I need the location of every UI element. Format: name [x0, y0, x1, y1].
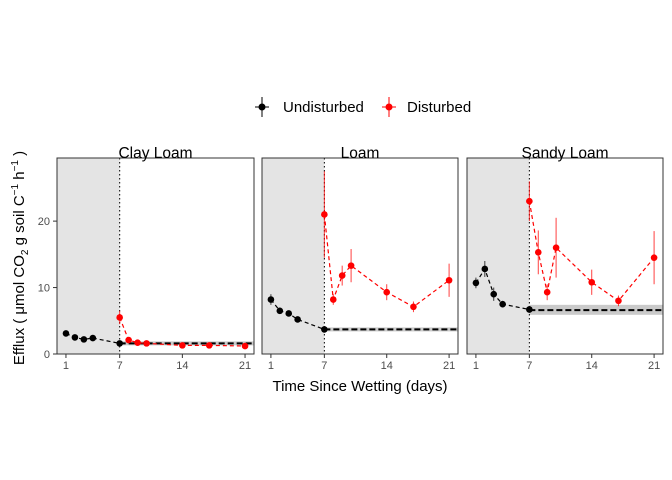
- panel-clay-loam: Clay Loam 1 7 14 21 0 10 20: [38, 145, 255, 372]
- x-tick-label: 1: [473, 360, 479, 372]
- data-point: [543, 288, 551, 296]
- data-point: [347, 262, 355, 269]
- pre-wetting-shade: [57, 158, 120, 354]
- x-tick-label: 21: [443, 360, 455, 372]
- panel-title: Sandy Loam: [521, 145, 608, 162]
- x-tick-label: 7: [321, 360, 327, 372]
- pre-wetting-shade: [467, 158, 530, 354]
- panel-title: Clay Loam: [118, 145, 192, 162]
- data-point: [116, 314, 123, 321]
- x-tick-label: 7: [117, 360, 123, 372]
- data-point: [534, 249, 542, 256]
- panel-border: [56, 157, 255, 355]
- data-point: [134, 339, 141, 347]
- data-point: [116, 340, 123, 347]
- x-tick-label: 21: [239, 360, 251, 372]
- data-point: [526, 197, 533, 205]
- data-point: [445, 276, 453, 284]
- data-point: [276, 307, 284, 315]
- x-tick-label: 14: [586, 360, 598, 372]
- data-point: [499, 300, 506, 308]
- data-point: [241, 342, 249, 350]
- data-point: [490, 290, 498, 298]
- legend-key-point: [258, 103, 266, 111]
- x-axis-label: Time Since Wetting (days): [272, 378, 447, 395]
- series-line-undisturbed: [65, 332, 120, 344]
- x-tick-label: 1: [63, 360, 69, 372]
- y-axis-label-part: 2: [20, 249, 31, 255]
- data-point: [329, 296, 337, 303]
- x-tick-label: 14: [381, 360, 393, 372]
- panel-border: [466, 157, 664, 355]
- legend-key-point: [385, 103, 393, 111]
- chart-legend: Undisturbed Disturbed: [255, 97, 471, 117]
- data-point: [89, 334, 97, 342]
- legend-label: Disturbed: [407, 99, 471, 116]
- x-tick-label: 21: [648, 360, 660, 372]
- legend-label: Undisturbed: [283, 99, 364, 116]
- data-point: [285, 310, 293, 317]
- y-axis-label-part: −1: [10, 160, 21, 172]
- y-tick-label: 10: [38, 283, 50, 295]
- data-point: [338, 272, 346, 279]
- y-axis-label-part: Efflux ( μmol CO: [11, 255, 28, 365]
- data-point: [383, 288, 391, 296]
- data-point: [80, 336, 88, 343]
- data-point: [143, 340, 150, 347]
- y-axis-label: Efflux ( μmol CO2 g soil C−1 h−1 ): [10, 151, 31, 365]
- data-point: [526, 306, 533, 313]
- x-tick-label: 7: [526, 360, 532, 372]
- y-axis-label-part: g soil C: [11, 195, 28, 249]
- data-point: [294, 316, 301, 323]
- data-point: [321, 211, 328, 218]
- data-point: [650, 254, 658, 261]
- y-tick-label: 20: [38, 216, 50, 228]
- data-point: [267, 296, 275, 303]
- y-axis-label-part: −1: [10, 184, 21, 196]
- y-axis-label-part: h: [11, 171, 28, 184]
- pre-wetting-shade: [262, 158, 325, 354]
- panel-loam: Loam 1 7 14 21: [261, 145, 459, 372]
- y-axis-label-part: ): [11, 151, 28, 160]
- data-point: [125, 336, 132, 344]
- data-point: [62, 330, 70, 337]
- data-point: [481, 265, 489, 273]
- data-point: [472, 279, 480, 287]
- panel-sandy-loam: Sandy Loam 1 7 14 21: [466, 145, 664, 372]
- panel-border: [261, 157, 459, 355]
- data-point: [205, 342, 213, 349]
- data-point: [615, 297, 622, 305]
- x-tick-label: 1: [268, 360, 274, 372]
- data-point: [552, 244, 560, 251]
- data-point: [71, 334, 79, 341]
- data-point: [588, 278, 596, 286]
- data-point: [410, 303, 417, 311]
- x-tick-label: 14: [176, 360, 188, 372]
- y-tick-label: 0: [44, 349, 50, 361]
- data-point: [321, 326, 328, 333]
- panel-title: Loam: [341, 145, 380, 162]
- data-point: [179, 342, 186, 349]
